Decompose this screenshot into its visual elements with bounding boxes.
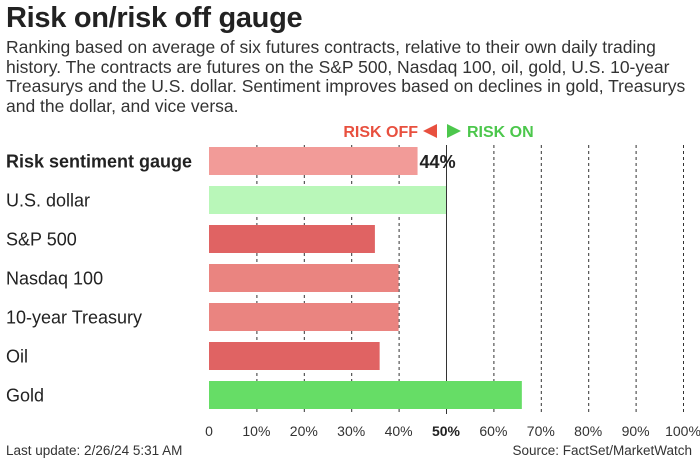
- x-tick-label: 50%: [432, 423, 461, 439]
- category-label: U.S. dollar: [6, 191, 90, 211]
- bar: [209, 342, 380, 370]
- last-update: Last update: 2/26/24 5:31 AM: [6, 443, 183, 458]
- value-label: 44%: [420, 152, 456, 172]
- bars: [209, 147, 522, 409]
- category-label: Risk sentiment gauge: [6, 152, 192, 172]
- x-tick-label: 40%: [385, 423, 413, 439]
- source-note: Source: FactSet/MarketWatch: [512, 443, 692, 458]
- bar: [209, 303, 399, 331]
- category-label: 10-year Treasury: [6, 308, 142, 328]
- category-label: Oil: [6, 347, 28, 367]
- risk-off-label: RISK OFF: [343, 124, 418, 141]
- x-tick-label: 80%: [574, 423, 602, 439]
- risk-legend: RISK OFF RISK ON: [343, 124, 534, 141]
- bar: [209, 225, 375, 253]
- x-tick-label: 10%: [242, 423, 270, 439]
- risk-on-label: RISK ON: [467, 124, 534, 141]
- category-label: S&P 500: [6, 230, 77, 250]
- category-label: Gold: [6, 386, 44, 406]
- right-triangle-icon: [447, 124, 461, 138]
- x-tick-label: 90%: [622, 423, 650, 439]
- bar: [209, 381, 522, 409]
- x-tick-label: 20%: [290, 423, 318, 439]
- category-label: Nasdaq 100: [6, 269, 103, 289]
- x-tick-label: 60%: [479, 423, 507, 439]
- x-tick-label: 100%: [665, 423, 700, 439]
- chart-subtitle: Ranking based on average of six futures …: [6, 37, 686, 116]
- x-tick-label: 70%: [527, 423, 555, 439]
- category-labels: Risk sentiment gauge U.S. dollar S&P 500 Na…: [6, 152, 192, 406]
- value-labels: 44%: [420, 152, 456, 172]
- x-tick-label: 0: [205, 423, 213, 439]
- bar: [209, 147, 418, 175]
- bar: [209, 186, 446, 214]
- chart-title: Risk on/risk off gauge: [6, 2, 303, 34]
- bar: [209, 264, 399, 292]
- x-tick-label: 30%: [337, 423, 365, 439]
- left-triangle-icon: [423, 124, 437, 138]
- x-tick-labels: 0 10% 20% 30% 40% 50% 60% 70% 80% 90% 100%: [205, 423, 700, 439]
